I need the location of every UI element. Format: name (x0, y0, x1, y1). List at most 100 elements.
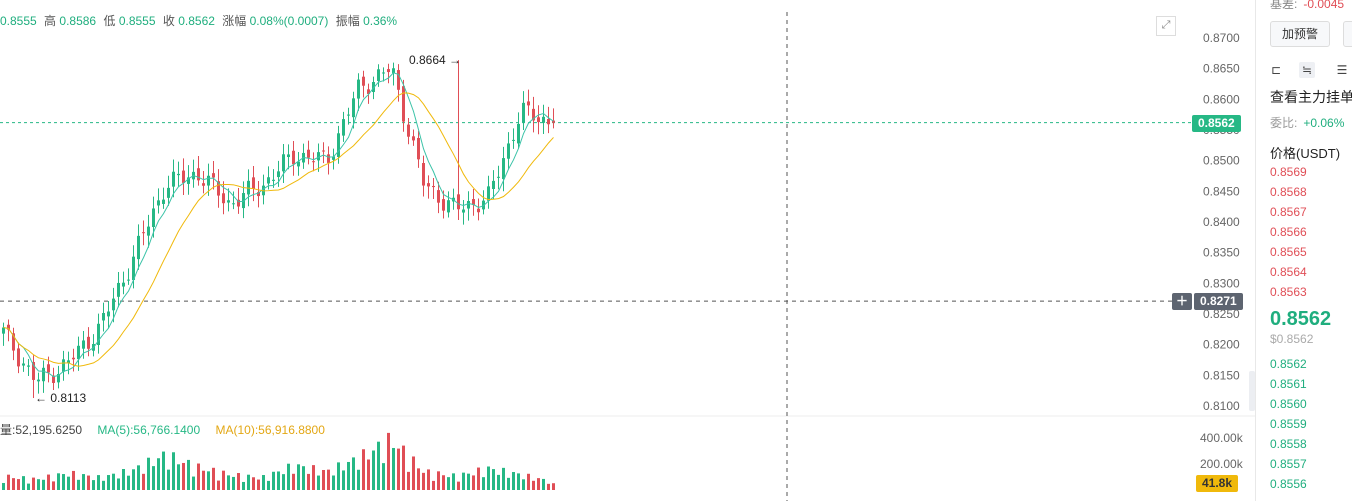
volume-bar (192, 476, 195, 490)
volume-bar (197, 463, 200, 490)
candle-body (197, 168, 200, 181)
candle-body (82, 340, 85, 349)
bid-row[interactable]: 0.8559 (1270, 417, 1307, 431)
candle-body (467, 201, 470, 209)
bid-row[interactable]: 0.8556 (1270, 477, 1307, 491)
amplitude-label: 振幅 (335, 14, 360, 28)
volume-last-tag: 41.8k (1196, 475, 1239, 492)
volume-bar (347, 461, 350, 490)
volume-bar (17, 479, 20, 490)
volume-bar (512, 472, 515, 490)
candle-body (482, 200, 485, 210)
volume-bar (212, 467, 215, 490)
candle-body (462, 209, 465, 213)
crosshair-price-tag: 0.8271 (1194, 293, 1243, 310)
plus-icon[interactable]: ＋ (1172, 293, 1193, 310)
candle-body (167, 187, 170, 198)
volume-bar (147, 457, 150, 490)
bid-row[interactable]: 0.8560 (1270, 397, 1307, 411)
candle-body (57, 374, 60, 383)
candle-body (317, 152, 320, 161)
candle-body (297, 161, 300, 167)
candle-body (47, 364, 50, 373)
ask-row[interactable]: 0.8567 (1270, 205, 1307, 219)
volume-bar (182, 462, 185, 490)
bid-row[interactable]: 0.8557 (1270, 457, 1307, 471)
y-axis-tick-label: 0.8600 (1203, 92, 1240, 106)
volume-bar (67, 476, 70, 490)
volume-bar (207, 471, 210, 490)
candle-body (97, 323, 100, 346)
candle-body (367, 89, 370, 94)
candle-body (77, 345, 80, 360)
ma5-line (3, 72, 554, 378)
more-button[interactable] (1343, 21, 1352, 47)
volume-bar (92, 480, 95, 490)
ask-row[interactable]: 0.8565 (1270, 245, 1307, 259)
candle-body (552, 120, 555, 123)
candle-body (502, 158, 505, 180)
volume-bar (392, 447, 395, 490)
volume-bar (47, 474, 50, 490)
order-book-panel: 基差: -0.0045 加预警 ⊏ ≒ ☰ 查看主力挂单 委比: +0.06% 价格… (1255, 0, 1352, 501)
kline-chart-area[interactable]: 0.87000.86500.86000.85500.85000.84500.84… (0, 0, 1255, 501)
ask-row[interactable]: 0.8563 (1270, 285, 1307, 299)
volume-bar (262, 475, 265, 490)
volume-bar (502, 467, 505, 490)
volume-bar (527, 473, 530, 490)
volume-bar (152, 466, 155, 490)
volume-bar (322, 469, 325, 490)
ma10-line (3, 92, 554, 367)
book-bids-icon[interactable]: ≒ (1299, 62, 1315, 78)
candle-body (242, 193, 245, 209)
volume-bar (107, 475, 110, 490)
high-price-marker: 0.8664 → (409, 53, 461, 67)
volume-ma5-text: MA(5):56,766.1400 (97, 423, 201, 437)
high-label: 高 (44, 14, 57, 28)
candle-body (522, 102, 525, 123)
candle-body (322, 150, 325, 152)
candle-body (327, 154, 330, 163)
order-ratio: 委比: +0.06% (1270, 114, 1344, 131)
bid-row[interactable]: 0.8562 (1270, 357, 1307, 371)
volume-bar (72, 470, 75, 490)
volume-bar (77, 479, 80, 490)
volume-bar (257, 479, 260, 490)
kline-chart[interactable]: 0.87000.86500.86000.85500.85000.84500.84… (0, 0, 1255, 501)
candle-body (492, 180, 495, 189)
volume-bar (542, 478, 545, 490)
y-axis-tick-label: 0.8300 (1203, 276, 1240, 290)
add-alert-button[interactable]: 加预警 (1270, 21, 1330, 47)
candle-body (42, 367, 45, 382)
candle-body (37, 379, 40, 382)
book-both-icon[interactable]: ⊏ (1270, 63, 1282, 77)
volume-bar (52, 481, 55, 490)
candle-body (357, 79, 360, 99)
candle-body (427, 183, 430, 187)
volume-bar (122, 469, 125, 490)
amplitude-value: 0.36% (363, 14, 398, 28)
expand-icon[interactable]: ⤢ (1156, 16, 1176, 36)
panel-resize-handle[interactable] (1249, 371, 1255, 411)
candle-body (277, 171, 280, 178)
volume-bar (112, 473, 115, 490)
volume-bar (187, 459, 190, 490)
ask-row[interactable]: 0.8569 (1270, 165, 1307, 179)
bid-row[interactable]: 0.8561 (1270, 377, 1307, 391)
volume-bar (102, 480, 105, 490)
view-main-orders-link[interactable]: 查看主力挂单 (1270, 89, 1352, 105)
book-list-icon[interactable]: ☰ (1336, 63, 1348, 77)
ask-row[interactable]: 0.8568 (1270, 185, 1307, 199)
candle-body (67, 360, 70, 364)
ask-row[interactable]: 0.8564 (1270, 265, 1307, 279)
volume-bar (457, 481, 460, 490)
ask-row[interactable]: 0.8566 (1270, 225, 1307, 239)
candle-body (152, 208, 155, 228)
candle-body (222, 193, 225, 204)
candle-body (272, 179, 275, 181)
volume-bar (382, 463, 385, 490)
last-price-tag: 0.8562 (1192, 115, 1241, 132)
bid-row[interactable]: 0.8558 (1270, 437, 1307, 451)
volume-bar (372, 450, 375, 490)
volume-bar (222, 470, 225, 490)
